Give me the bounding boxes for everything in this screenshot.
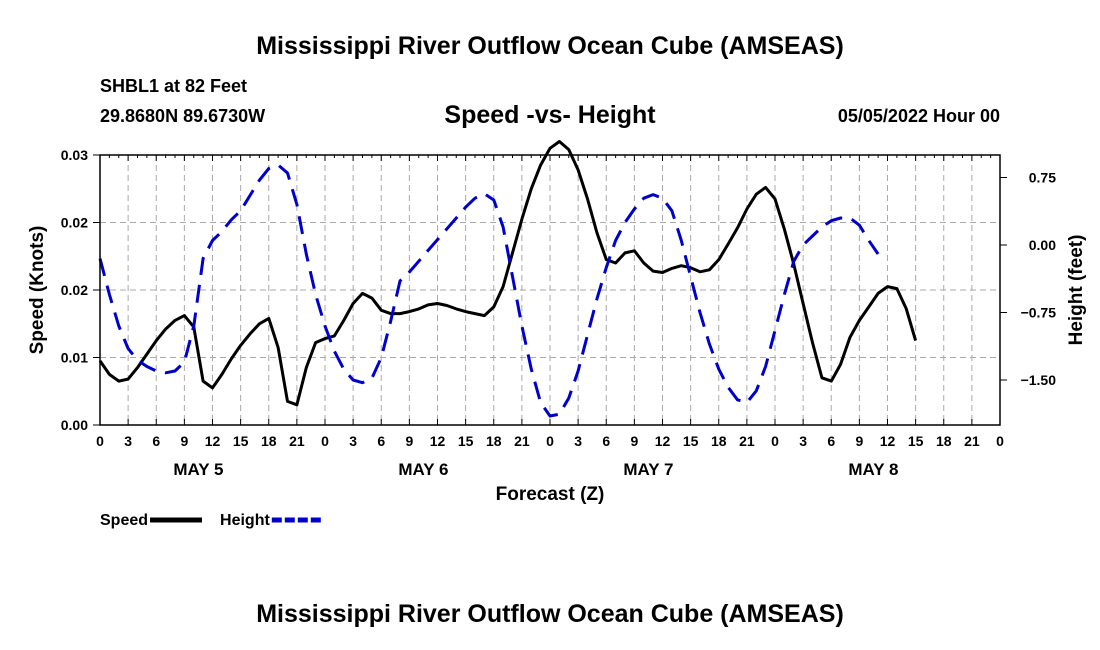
y-tick-label: 0.00 [61, 417, 88, 433]
x-tick-label: 12 [880, 433, 896, 449]
y-tick-label: 0.02 [61, 282, 88, 298]
chart-title: Speed -vs- Height [444, 101, 656, 129]
x-tick-label: 12 [205, 433, 221, 449]
y-tick-label: 0.02 [61, 215, 88, 231]
y-tick-label: 0.01 [61, 350, 88, 366]
x-tick-label: 0 [321, 433, 329, 449]
x-tick-label: 6 [827, 433, 835, 449]
x-tick-label: 0 [96, 433, 104, 449]
x-tick-label: 3 [349, 433, 357, 449]
station-label: SHBL1 at 82 Feet [100, 76, 248, 96]
x-tick-label: 21 [739, 433, 755, 449]
day-label: MAY 6 [398, 460, 448, 479]
day-label: MAY 5 [173, 460, 223, 479]
day-label: MAY 8 [848, 460, 898, 479]
bottom-title: Mississippi River Outflow Ocean Cube (AM… [256, 600, 844, 628]
coordinates-label: 29.8680N 89.6730W [100, 106, 266, 126]
x-tick-label: 9 [180, 433, 188, 449]
x-tick-label: 15 [233, 433, 249, 449]
x-tick-label: 12 [655, 433, 671, 449]
series-line-speed [98, 140, 918, 407]
x-tick-label: 3 [799, 433, 807, 449]
x-tick-label: 9 [855, 433, 863, 449]
day-label: MAY 7 [623, 460, 673, 479]
y2-tick-label: 0.75 [1029, 170, 1056, 186]
x-tick-label: 6 [152, 433, 160, 449]
x-tick-label: 0 [771, 433, 779, 449]
legend-label: Height [220, 512, 270, 529]
x-tick-label: 21 [964, 433, 980, 449]
x-tick-label: 6 [602, 433, 610, 449]
x-tick-label: 3 [124, 433, 132, 449]
x-tick-label: 15 [683, 433, 699, 449]
x-tick-label: 21 [289, 433, 305, 449]
plot-frame [99, 154, 1001, 426]
x-tick-label: 21 [514, 433, 530, 449]
y2-tick-label: −1.50 [1021, 372, 1057, 388]
x-tick-label: 18 [261, 433, 277, 449]
x-tick-label: 9 [630, 433, 638, 449]
x-tick-label: 18 [936, 433, 952, 449]
x-tick-label: 6 [377, 433, 385, 449]
y2-tick-label: −0.75 [1021, 305, 1057, 321]
y-axis-label: Speed (Knots) [27, 226, 48, 355]
x-tick-label: 15 [458, 433, 474, 449]
y2-axis-label: Height (feet) [1066, 235, 1087, 346]
forecast-datetime: 05/05/2022 Hour 00 [837, 106, 1000, 126]
x-tick-label: 12 [430, 433, 446, 449]
x-tick-label: 0 [546, 433, 554, 449]
x-tick-label: 9 [405, 433, 413, 449]
x-tick-label: 18 [711, 433, 727, 449]
x-tick-label: 18 [486, 433, 502, 449]
y2-tick-label: 0.00 [1029, 237, 1056, 253]
y-tick-label: 0.03 [61, 147, 88, 163]
main-title: Mississippi River Outflow Ocean Cube (AM… [256, 32, 844, 60]
x-tick-label: 3 [574, 433, 582, 449]
x-tick-label: 15 [908, 433, 924, 449]
x-tick-label: 0 [996, 433, 1004, 449]
legend-label: Speed [100, 512, 148, 529]
series-line-height [98, 163, 880, 418]
x-axis-label: Forecast (Z) [496, 484, 605, 505]
